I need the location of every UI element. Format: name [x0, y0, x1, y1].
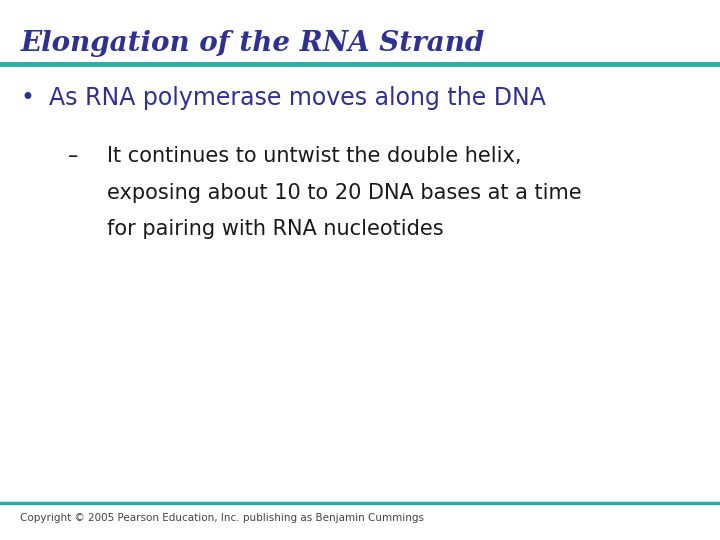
Text: •: • [20, 86, 34, 110]
Text: Copyright © 2005 Pearson Education, Inc. publishing as Benjamin Cummings: Copyright © 2005 Pearson Education, Inc.… [20, 513, 424, 523]
Text: –: – [68, 146, 78, 166]
Text: exposing about 10 to 20 DNA bases at a time: exposing about 10 to 20 DNA bases at a t… [107, 183, 581, 202]
Text: for pairing with RNA nucleotides: for pairing with RNA nucleotides [107, 219, 444, 239]
Text: Elongation of the RNA Strand: Elongation of the RNA Strand [20, 30, 485, 57]
Text: As RNA polymerase moves along the DNA: As RNA polymerase moves along the DNA [49, 86, 546, 110]
Text: It continues to untwist the double helix,: It continues to untwist the double helix… [107, 146, 521, 166]
